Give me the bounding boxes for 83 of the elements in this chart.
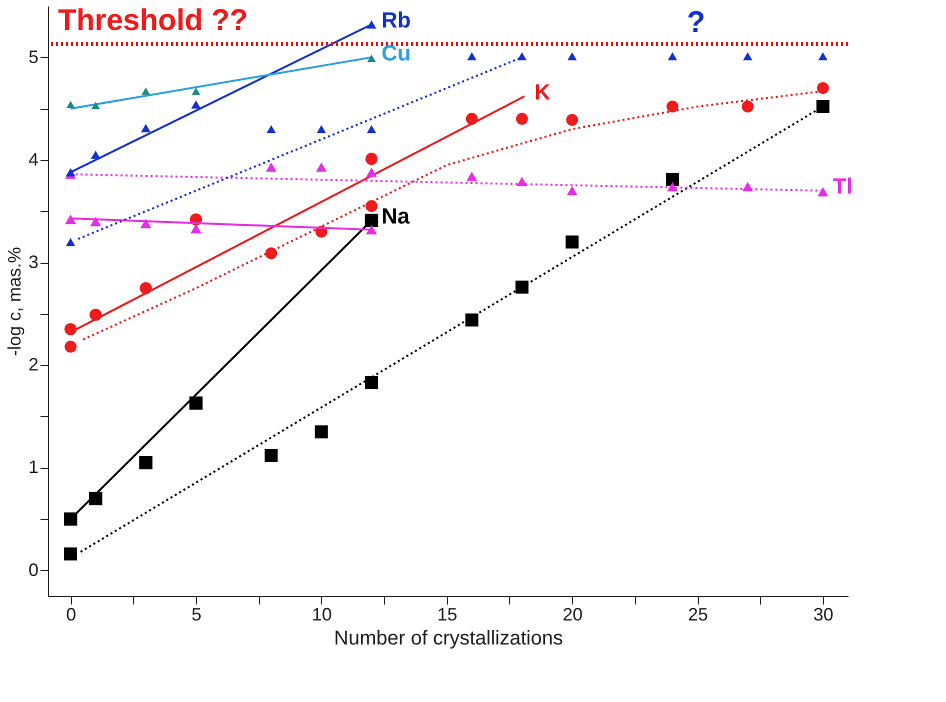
point	[667, 182, 678, 192]
annotation: ?	[686, 6, 706, 39]
y-tick-label: 5	[28, 46, 38, 67]
point	[90, 308, 102, 321]
point	[365, 152, 378, 165]
point	[517, 52, 527, 60]
y-tick-label: 1	[28, 457, 38, 478]
point	[64, 547, 78, 560]
point	[516, 176, 528, 186]
point	[568, 52, 577, 60]
point	[566, 186, 578, 196]
point	[818, 187, 828, 196]
y-tick-label: 3	[28, 252, 38, 272]
point	[366, 200, 378, 212]
point	[364, 214, 378, 228]
point	[266, 125, 276, 134]
point	[266, 162, 277, 172]
point	[366, 20, 376, 29]
point	[190, 224, 202, 234]
point	[64, 323, 77, 336]
series-label: Cu	[382, 40, 411, 66]
point	[743, 52, 752, 60]
x-tick-label: 30	[813, 604, 834, 624]
point	[141, 124, 151, 132]
series-label: Rb	[382, 7, 411, 32]
point	[467, 52, 476, 60]
point	[818, 52, 828, 60]
point	[265, 247, 278, 260]
point	[192, 88, 200, 95]
series-label: K	[534, 79, 550, 104]
point	[64, 512, 78, 526]
y-axis-title: -log c, mas.%	[4, 246, 24, 356]
point	[316, 125, 326, 134]
point	[140, 218, 152, 228]
point	[142, 88, 150, 95]
point	[668, 52, 678, 60]
point	[742, 182, 753, 192]
point	[89, 492, 102, 506]
point	[816, 100, 830, 114]
point	[314, 425, 328, 438]
x-tick-label: 15	[437, 604, 458, 624]
point	[140, 282, 152, 294]
point	[666, 172, 679, 186]
x-tick-label: 25	[688, 604, 708, 624]
series-label: Na	[382, 203, 410, 228]
ref-line-label: Threshold ??	[58, 4, 248, 37]
point	[64, 340, 77, 353]
point	[264, 448, 278, 462]
point	[91, 102, 100, 110]
point	[191, 100, 201, 109]
series-label: Tl	[832, 174, 852, 199]
point	[316, 162, 327, 172]
y-tick-label: 4	[28, 149, 38, 170]
point	[66, 100, 75, 108]
point	[365, 376, 378, 390]
point	[66, 168, 76, 176]
point	[515, 280, 528, 294]
point	[666, 100, 678, 112]
point	[366, 168, 377, 177]
point	[90, 150, 100, 159]
point	[367, 54, 376, 62]
x-tick-label: 5	[191, 604, 202, 624]
point	[466, 172, 478, 181]
x-axis-title: Number of crystallizations	[334, 628, 563, 650]
point	[66, 238, 76, 246]
point	[189, 396, 203, 410]
x-tick-label: 20	[562, 604, 583, 624]
x-tick-label: 0	[66, 604, 76, 624]
point	[466, 112, 478, 125]
point	[566, 114, 578, 126]
point	[65, 214, 76, 224]
point	[366, 224, 377, 234]
point	[516, 112, 528, 125]
point	[90, 216, 102, 226]
point	[139, 456, 152, 470]
point	[465, 313, 478, 326]
point	[742, 100, 754, 112]
y-tick-label: 2	[28, 354, 38, 375]
point	[816, 82, 829, 94]
point	[566, 236, 579, 248]
y-tick-label: 0	[28, 560, 38, 580]
x-tick-label: 10	[312, 604, 332, 624]
point	[366, 125, 376, 134]
